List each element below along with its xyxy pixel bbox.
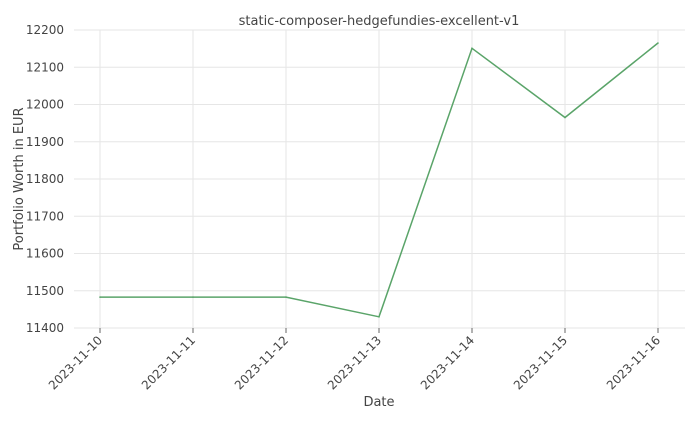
x-tick-label: 2023-11-12 bbox=[232, 333, 291, 392]
data-point bbox=[285, 296, 287, 298]
series-layer bbox=[99, 42, 659, 318]
data-point bbox=[378, 316, 380, 318]
y-axis-label: Portfolio Worth in EUR bbox=[12, 107, 27, 250]
grid bbox=[74, 29, 685, 329]
y-tick-label: 11400 bbox=[26, 321, 64, 335]
x-axis-label: Date bbox=[363, 395, 394, 410]
data-point bbox=[564, 116, 566, 119]
x-tick-label: 2023-11-14 bbox=[418, 333, 477, 392]
x-tick-label: 2023-11-15 bbox=[511, 333, 570, 392]
y-tick-label: 12200 bbox=[26, 23, 64, 37]
data-point bbox=[192, 296, 194, 298]
x-tick-label: 2023-11-16 bbox=[604, 333, 663, 392]
y-tick-label: 11700 bbox=[26, 209, 64, 223]
y-tick-label: 11600 bbox=[26, 247, 64, 261]
y-tick-label: 11900 bbox=[26, 135, 64, 149]
chart-title: static-composer-hedgefundies-excellent-v… bbox=[239, 14, 520, 29]
x-tick-label: 2023-11-13 bbox=[325, 333, 384, 392]
x-tick-label: 2023-11-10 bbox=[46, 333, 105, 392]
y-tick-label: 12100 bbox=[26, 60, 64, 74]
y-tick-label: 11500 bbox=[26, 284, 64, 298]
x-tick-label: 2023-11-11 bbox=[139, 333, 198, 392]
y-tick-label: 12000 bbox=[26, 98, 64, 112]
y-tick-label: 11800 bbox=[26, 172, 64, 186]
axes: 11400 11500 11600 11700 11800 11900 12000 12100… bbox=[26, 23, 663, 392]
data-point bbox=[471, 47, 473, 50]
data-point bbox=[99, 296, 101, 298]
data-point bbox=[657, 42, 659, 44]
